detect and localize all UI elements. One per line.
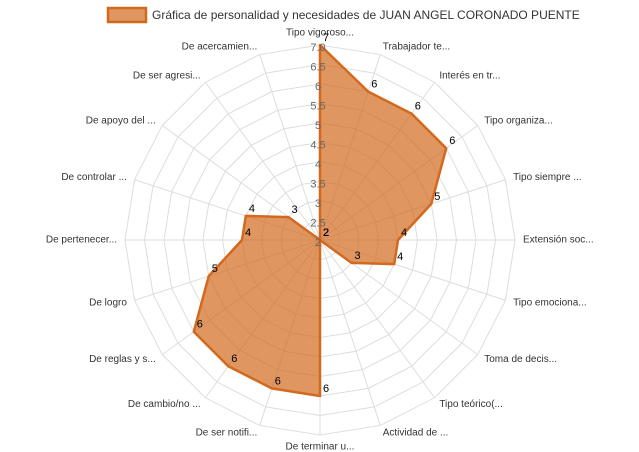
tick-label: 3 (315, 198, 321, 210)
tick-label: 7.0 (310, 42, 325, 54)
value-label: 3 (291, 204, 297, 216)
value-label: 4 (249, 203, 255, 215)
value-label: 6 (197, 319, 203, 331)
category-label: De logro (89, 297, 127, 308)
category-label: De terminar u... (286, 442, 355, 452)
category-label: Tipo siempre ... (513, 172, 582, 183)
value-label: 2 (323, 227, 329, 239)
value-label: 7 (323, 32, 329, 44)
category-label: Trabajador te... (383, 42, 450, 53)
legend: Gráfica de personalidad y necesidades de… (106, 6, 580, 24)
value-label: 6 (449, 135, 455, 147)
tick-label: 5.5 (310, 100, 325, 112)
category-label: Tipo vigoroso... (286, 28, 354, 39)
category-label: Interés en tr... (439, 70, 500, 81)
spoke (204, 81, 321, 241)
tick-label: 6 (315, 81, 321, 93)
spoke (319, 239, 381, 426)
tick-label: 4.5 (310, 139, 325, 151)
value-label: 2 (323, 227, 329, 239)
category-label: Toma de decis... (484, 354, 557, 365)
category-label: De acercamien... (182, 42, 258, 53)
category-label: De controlar ... (61, 172, 127, 183)
tick-label: 2 (315, 237, 321, 249)
value-label: 6 (231, 353, 237, 365)
value-label: 4 (397, 251, 403, 263)
tick-label: 4 (315, 159, 321, 171)
value-label: 6 (371, 79, 377, 91)
spoke (319, 239, 436, 399)
series-area (192, 43, 448, 398)
tick-label: 2.5 (310, 217, 325, 229)
value-label: 4 (245, 227, 251, 239)
value-label: 2 (323, 227, 329, 239)
category-label: Tipo teórico(... (439, 399, 503, 410)
value-label: 5 (434, 191, 440, 203)
legend-label: Gráfica de personalidad y necesidades de… (152, 8, 580, 22)
category-label: De apoyo del ... (86, 115, 156, 126)
category-label: Actividad de ... (383, 428, 449, 439)
tick-label: 3.5 (310, 178, 325, 190)
value-label: 5 (212, 263, 218, 275)
tick-label: 5 (315, 120, 321, 132)
category-label: Extensión soc... (523, 235, 594, 246)
value-label: 4 (401, 227, 407, 239)
category-label: De cambio/no ... (128, 399, 201, 410)
value-label: 6 (415, 101, 421, 113)
value-label: 6 (275, 375, 281, 387)
spoke (259, 54, 321, 241)
category-label: De ser agresi... (133, 70, 201, 81)
category-label: De ser notifi... (196, 428, 258, 439)
legend-swatch (106, 6, 148, 24)
category-label: Tipo emociona... (513, 297, 587, 308)
category-label: De reglas y s... (89, 354, 156, 365)
value-label: 2 (323, 227, 329, 239)
tick-label: 6.5 (310, 61, 325, 73)
category-label: De pertenecer... (46, 235, 117, 246)
value-label: 3 (355, 250, 361, 262)
category-label: Tipo organiza... (484, 115, 553, 126)
value-label: 6 (323, 383, 329, 395)
